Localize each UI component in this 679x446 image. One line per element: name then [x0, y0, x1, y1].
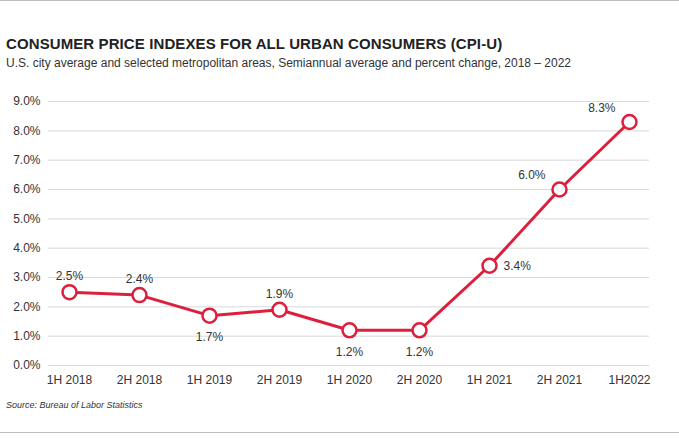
svg-text:3.0%: 3.0% — [13, 270, 41, 284]
svg-text:6.0%: 6.0% — [518, 168, 546, 182]
svg-text:1H 2019: 1H 2019 — [187, 373, 233, 387]
svg-text:4.0%: 4.0% — [13, 241, 41, 255]
svg-text:1H2022: 1H2022 — [608, 373, 650, 387]
svg-text:2H 2019: 2H 2019 — [257, 373, 303, 387]
svg-text:1.0%: 1.0% — [13, 329, 41, 343]
svg-text:1.2%: 1.2% — [406, 345, 434, 359]
html-text:Source: Bureau of Labor Statis: Source: Bureau of Labor Statistics — [6, 400, 143, 410]
svg-text:1.9%: 1.9% — [266, 287, 294, 301]
svg-text:3.4%: 3.4% — [504, 259, 532, 273]
svg-text:8.3%: 8.3% — [588, 101, 616, 115]
svg-text:2H 2021: 2H 2021 — [537, 373, 583, 387]
svg-text:1H 2021: 1H 2021 — [467, 373, 513, 387]
html-text:CONSUMER PRICE INDEXES FOR ALL: CONSUMER PRICE INDEXES FOR ALL URBAN CON… — [6, 35, 503, 52]
svg-text:2.5%: 2.5% — [56, 269, 84, 283]
svg-text:1.7%: 1.7% — [196, 330, 224, 344]
svg-text:8.0%: 8.0% — [13, 124, 41, 138]
svg-text:7.0%: 7.0% — [13, 153, 41, 167]
html-text:U.S. city average and selected: U.S. city average and selected metropoli… — [6, 56, 571, 70]
svg-text:2.4%: 2.4% — [126, 272, 154, 286]
svg-text:1H 2020: 1H 2020 — [327, 373, 373, 387]
svg-text:5.0%: 5.0% — [13, 212, 41, 226]
svg-text:9.0%: 9.0% — [13, 94, 41, 108]
svg-text:6.0%: 6.0% — [13, 182, 41, 196]
svg-text:2.0%: 2.0% — [13, 300, 41, 314]
svg-text:1.2%: 1.2% — [336, 345, 364, 359]
svg-text:2H 2020: 2H 2020 — [397, 373, 443, 387]
svg-text:1H 2018: 1H 2018 — [47, 373, 93, 387]
svg-text:2H 2018: 2H 2018 — [117, 373, 163, 387]
svg-text:0.0%: 0.0% — [13, 358, 41, 372]
